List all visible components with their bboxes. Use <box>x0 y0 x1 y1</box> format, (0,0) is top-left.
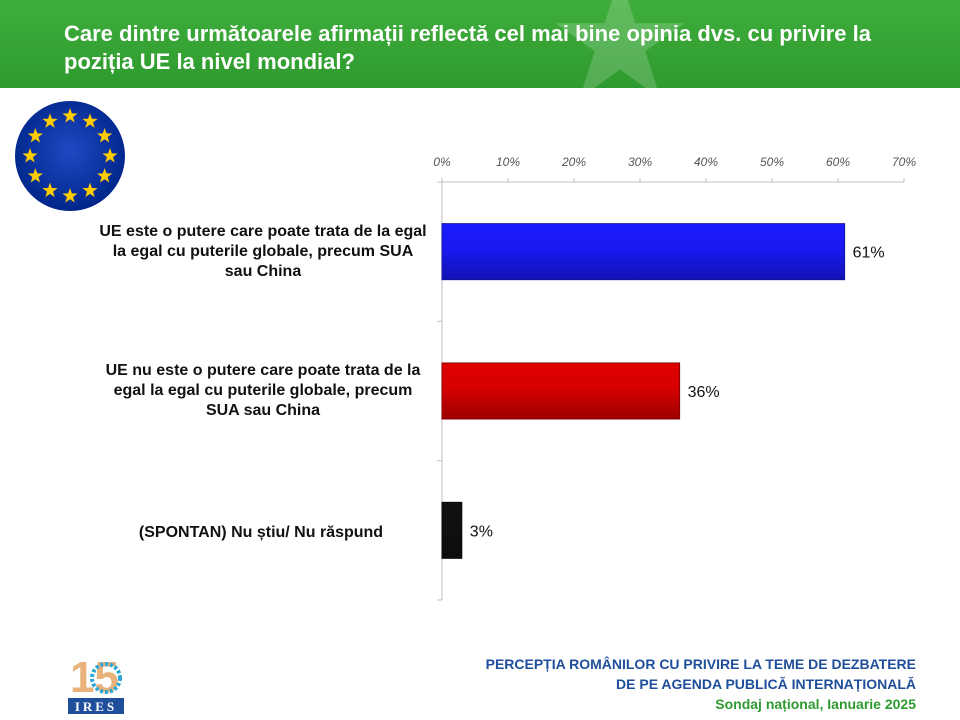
category-label-1: UE nu este o putere care poate trata de … <box>105 362 421 419</box>
x-tick-label-3: 30% <box>628 155 652 169</box>
bar-1 <box>441 362 681 420</box>
eu-star-0 <box>62 108 78 123</box>
data-label-1: 36% <box>688 384 720 401</box>
x-tick-label-5: 50% <box>760 155 784 169</box>
x-tick-label-2: 20% <box>561 155 586 169</box>
eu-flag-icon <box>15 101 125 211</box>
x-tick-label-4: 40% <box>694 155 718 169</box>
eu-star-11 <box>42 113 58 128</box>
eu-star-5 <box>82 182 98 198</box>
eu-star-3 <box>102 148 118 163</box>
page-title: Care dintre următoarele afirmații reflec… <box>64 21 871 74</box>
x-tick-label-1: 10% <box>496 155 520 169</box>
logo-number: 15 <box>70 653 119 702</box>
footer-line-3: Sondaj național, Ianuarie 2025 <box>715 696 916 712</box>
star-watermark-icon <box>555 0 685 88</box>
header-banner: Care dintre următoarele afirmații reflec… <box>0 0 960 88</box>
footer-line-2: DE PE AGENDA PUBLICĂ INTERNAȚIONALĂ <box>616 676 916 692</box>
eu-star-7 <box>42 182 58 198</box>
data-label-2: 3% <box>470 523 493 540</box>
eu-star-6 <box>62 188 78 203</box>
ires-logo: 15 IRES <box>68 653 124 714</box>
data-label-0: 61% <box>853 245 885 262</box>
category-label-2: (SPONTAN) Nu știu/ Nu răspund <box>138 524 384 541</box>
bar-0 <box>441 223 846 281</box>
footer-line-1: PERCEPȚIA ROMÂNILOR CU PRIVIRE LA TEME D… <box>485 656 916 672</box>
x-tick-label-7: 70% <box>892 155 916 169</box>
eu-star-1 <box>82 113 98 128</box>
category-label-0: UE este o putere care poate trata de la … <box>99 223 427 280</box>
eu-star-4 <box>97 168 113 183</box>
x-tick-label-0: 0% <box>433 155 451 169</box>
bar-2 <box>441 501 463 559</box>
x-tick-label-6: 60% <box>826 155 850 169</box>
eu-star-8 <box>27 168 43 183</box>
eu-star-9 <box>22 148 38 163</box>
eu-star-10 <box>27 128 43 143</box>
eu-star-2 <box>97 128 113 143</box>
logo-text: IRES <box>75 699 117 714</box>
